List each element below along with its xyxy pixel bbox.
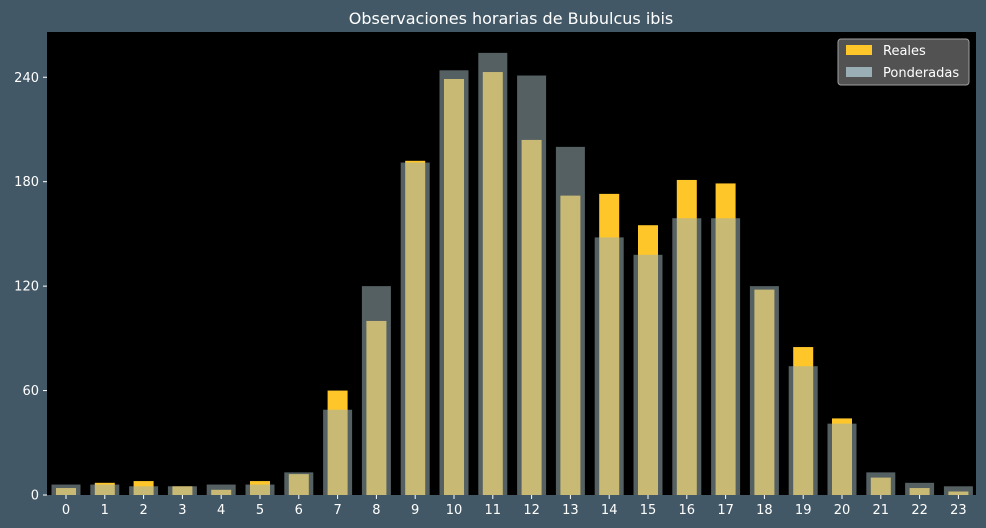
x-tick-label: 2	[139, 503, 147, 518]
legend-label-ponderadas: Ponderadas	[883, 66, 959, 81]
bar-ponderadas-2	[129, 486, 159, 495]
bar-ponderadas-13	[555, 146, 585, 495]
x-tick-label: 18	[756, 503, 773, 518]
plot-area	[47, 32, 976, 495]
y-tick-label: 120	[14, 280, 39, 295]
bar-ponderadas-23	[943, 486, 973, 495]
bar-ponderadas-5	[245, 484, 275, 495]
bar-ponderadas-12	[517, 75, 547, 495]
x-tick-label: 5	[256, 503, 264, 518]
y-tick-label: 0	[31, 489, 39, 504]
bar-ponderadas-22	[905, 482, 935, 495]
y-tick-label: 240	[14, 71, 39, 86]
legend-label-reales: Reales	[883, 44, 926, 59]
x-tick-label: 8	[372, 503, 380, 518]
x-tick-label: 0	[62, 503, 70, 518]
x-tick-label: 11	[485, 503, 502, 518]
bar-ponderadas-7	[323, 409, 353, 495]
x-tick-label: 10	[446, 503, 463, 518]
x-tick-label: 23	[950, 503, 967, 518]
x-tick-label: 7	[333, 503, 341, 518]
x-axis: 0 1 2 3 4 5 6 7 8 9 10 11 12 13 14 15 16 17 18 19 20 21 22 23	[62, 495, 967, 518]
bar-ponderadas-3	[167, 486, 197, 495]
bar-ponderadas-16	[672, 218, 702, 495]
legend: Reales Ponderadas	[837, 38, 970, 86]
y-axis: 0 60 120 180 240	[14, 71, 47, 504]
y-tick-label: 60	[22, 384, 39, 399]
x-tick-label: 15	[640, 503, 657, 518]
x-tick-label: 9	[411, 503, 419, 518]
x-tick-label: 22	[911, 503, 928, 518]
x-tick-label: 19	[795, 503, 812, 518]
bar-ponderadas-18	[749, 286, 779, 495]
x-tick-label: 4	[217, 503, 225, 518]
x-tick-label: 13	[562, 503, 579, 518]
x-tick-label: 3	[178, 503, 186, 518]
bar-ponderadas-17	[711, 218, 741, 495]
legend-swatch-reales	[846, 45, 872, 55]
bar-ponderadas-15	[633, 254, 663, 495]
bar-ponderadas-11	[478, 52, 508, 496]
x-tick-label: 6	[295, 503, 303, 518]
bar-ponderadas-10	[439, 70, 469, 495]
x-tick-label: 12	[523, 503, 540, 518]
x-tick-label: 16	[679, 503, 696, 518]
y-tick-label: 180	[14, 175, 39, 190]
x-tick-label: 1	[101, 503, 109, 518]
bar-ponderadas-20	[827, 423, 857, 495]
chart-title: Observaciones horarias de Bubulcus ibis	[349, 9, 673, 28]
bar-ponderadas-21	[866, 472, 896, 495]
bar-ponderadas-0	[51, 484, 81, 495]
bar-ponderadas-14	[594, 237, 624, 495]
x-tick-label: 20	[834, 503, 851, 518]
x-tick-label: 17	[717, 503, 734, 518]
bar-ponderadas-8	[361, 286, 391, 495]
bar-ponderadas-4	[206, 484, 236, 495]
x-tick-label: 21	[873, 503, 890, 518]
bar-ponderadas-6	[284, 472, 314, 495]
series-ponderadas	[51, 52, 973, 496]
legend-swatch-ponderadas	[846, 67, 872, 77]
bar-ponderadas-19	[788, 366, 818, 495]
bar-ponderadas-1	[90, 484, 120, 495]
x-tick-label: 14	[601, 503, 618, 518]
bar-ponderadas-9	[400, 162, 430, 496]
